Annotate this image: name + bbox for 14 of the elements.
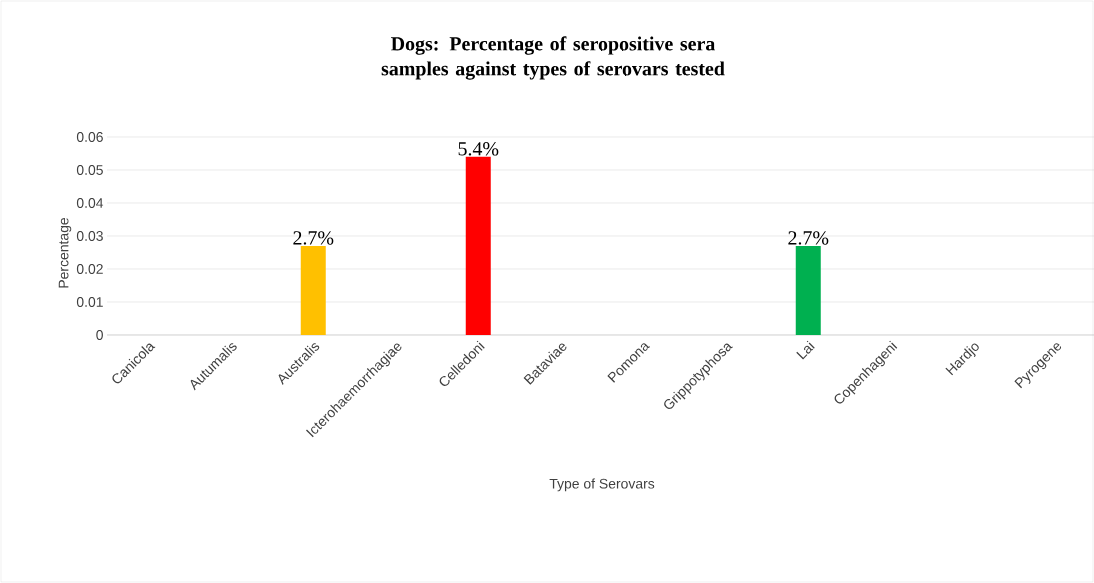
- x-axis-title: Type of Serovars: [549, 478, 655, 492]
- y-axis-title: Percentage: [58, 217, 72, 288]
- y-tick-label: 0: [96, 330, 103, 340]
- data-label: 2.7%: [788, 231, 829, 245]
- y-tick-label: 0.01: [76, 297, 103, 307]
- y-tick-label: 0.04: [76, 198, 104, 208]
- y-tick-label: 0.06: [76, 132, 103, 142]
- chart-title: Dogs: Percentage of seropositive sera samples against types of serovars tested: [381, 36, 725, 80]
- data-label: 2.7%: [293, 231, 334, 245]
- y-tick-label: 0.05: [76, 165, 103, 175]
- y-tick-label: 0.02: [76, 264, 103, 274]
- y-tick-label: 0.03: [76, 231, 103, 241]
- data-label: 5.4%: [458, 142, 499, 156]
- x-tick-label: Lai: [796, 340, 815, 360]
